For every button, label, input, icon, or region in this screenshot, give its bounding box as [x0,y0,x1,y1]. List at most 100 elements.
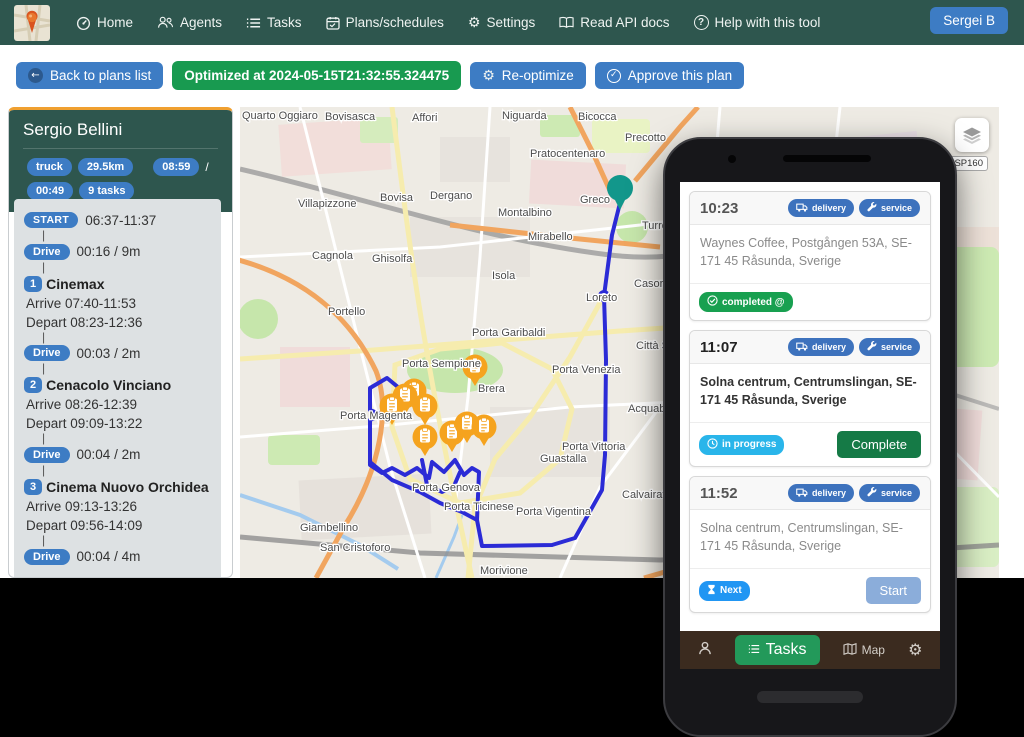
task-time: 10:23 [700,199,739,217]
map-place-label: Bicocca [578,111,617,123]
task-marker[interactable] [412,393,438,426]
calendar-icon [325,16,340,30]
map-layers-control[interactable] [955,118,989,152]
task-card[interactable]: 10:23 delivery service Waynes Coffee, Pos… [689,191,931,321]
approve-plan-button[interactable]: ✓ Approve this plan [594,62,745,89]
phone-bottom-nav: Tasks Map ⚙ [680,631,940,669]
stop-name: Cinemax [46,275,105,292]
task-marker[interactable] [379,393,405,426]
reoptimize-button[interactable]: ⚙ Re-optimize [470,62,586,89]
map-place-label: Calvairate [622,489,672,501]
plan-toolbar: ← Back to plans list Optimized at 2024-0… [16,61,745,90]
back-to-plans-button[interactable]: ← Back to plans list [16,62,164,89]
task-card-header: 10:23 delivery service [690,192,930,225]
task-status-badge: in progress [699,434,785,455]
map-place-label: Giambellino [300,522,358,534]
map-place-label: Turro [642,220,668,232]
depot-pin[interactable] [607,175,633,210]
wrench-icon [867,202,877,214]
timeline-connector: | [42,259,46,274]
task-marker[interactable] [462,354,488,387]
task-card[interactable]: 11:52 delivery service Solna centrum, Cen… [689,476,931,613]
approve-label: Approve this plan [627,68,733,83]
task-marker[interactable] [471,414,497,447]
user-button[interactable]: Sergei B [930,7,1008,34]
task-time: 11:52 [700,484,738,502]
phone-tab-tasks[interactable]: Tasks [734,635,820,665]
timeline[interactable]: START 06:37-11:37 | Drive 00:16 / 9m | 1 Cinema… [14,199,221,577]
map-place-label: Montalbino [498,207,552,219]
map-place-label: Ghisolfa [372,253,413,265]
timeline-stop[interactable]: 3 Cinema Nuovo Orchidea Arrive 09:13-13:26… [24,478,211,533]
task-type-badge: service [858,338,920,356]
task-card[interactable]: 11:07 delivery service Solna centrum, Cen… [689,330,931,467]
phone-cards: 10:23 delivery service Waynes Coffee, Pos… [680,182,940,631]
leg-time-text: 00:04 / 2m [76,447,141,463]
agent-header[interactable]: Sergio Bellini truck 29.5km 08:59 / 00:4… [9,110,232,212]
timeline-stop[interactable]: 2 Cenacolo Vinciano Arrive 08:26-12:39 Depa… [24,377,211,431]
duration-badge: 08:59 [153,158,200,176]
app-logo[interactable] [14,4,50,41]
stop-depart-time: Depart 09:09-13:22 [26,416,143,432]
stop-number-badge: 3 [24,478,43,495]
nav-item-api-docs[interactable]: Read API docs [559,15,670,30]
map-place-label: Loreto [586,292,617,304]
distance-badge: 29.5km [77,158,134,176]
leg-time-text: 00:16 / 9m [76,244,141,260]
complete-button[interactable]: Complete [837,431,921,458]
stop-arrive-time: Arrive 07:40-11:53 [26,295,137,311]
task-card-header: 11:07 delivery service [690,331,930,364]
stop-number-badge: 1 [24,275,43,292]
stop-number-badge: 2 [24,377,43,394]
timeline-leg: Drive 00:03 / 2m [24,345,211,362]
nav-item-agents[interactable]: Agents [157,15,222,30]
map-place-label: San Cristoforo [320,542,390,554]
truck-icon [796,342,808,353]
truck-icon [796,203,808,214]
task-marker[interactable] [412,424,438,457]
map-place-label: Morivione [480,565,528,577]
start-button[interactable]: Start [865,577,921,604]
map-place-label: Porta Sempione [402,358,481,370]
person-icon[interactable] [698,641,712,660]
gear-icon[interactable]: ⚙ [908,640,923,659]
nav-label: Agents [180,15,223,30]
map-place-label: Portello [328,306,365,318]
question-icon: ? [693,15,709,30]
map-place-label: Pratocentenaro [530,148,605,160]
nav-item-settings[interactable]: ⚙ Settings [468,15,535,30]
task-card-footer: Next Start [690,568,930,612]
phone-tab-map-label: Map [861,643,885,657]
map-place-label: Porta Ticinese [444,501,514,513]
task-address: Solna centrum, Centrumslingan, SE-171 45… [700,375,917,408]
task-badges: delivery service [787,484,920,502]
top-navbar: Home Agents Tasks Plans/schedules ⚙ Sett… [0,0,1024,45]
nav-item-tasks[interactable]: Tasks [246,15,302,30]
task-type-badge: service [858,484,920,502]
stop-depart-time: Depart 09:56-14:09 [26,517,143,533]
map-place-label: Mirabello [528,231,573,243]
stop-name: Cinema Nuovo Orchidea [46,478,209,495]
task-address: Waynes Coffee, Postgången 53A, SE-171 45… [700,236,912,269]
map-place-label: Brera [478,383,506,395]
check-icon [707,295,718,309]
phone-tab-map[interactable]: Map [843,642,885,658]
timeline-leg: START 06:37-11:37 [24,212,211,228]
nav-label: Plans/schedules [345,15,444,30]
layers-icon [962,127,982,144]
timeline-stop[interactable]: 1 Cinemax Arrive 07:40-11:53 Depart 08:23-1… [24,275,211,330]
map-place-label: Bovisa [380,192,414,204]
agent-badges: truck 29.5km 08:59 / 00:49 9 tasks [23,158,218,200]
nav-label: Read API docs [580,15,670,30]
nav-item-help[interactable]: ? Help with this tool [693,15,821,30]
gear-icon: ⚙ [482,67,495,84]
map-place-label: Greco [580,194,610,206]
map-icon [843,642,857,658]
task-type-badge: service [858,199,920,217]
nav-label: Help with this tool [714,15,821,30]
timeline-connector: | [42,462,46,477]
nav-item-home[interactable]: Home [76,15,133,30]
map-place-label: Porta Venezia [552,364,621,376]
task-card-footer: completed @ [690,283,930,320]
nav-item-plans[interactable]: Plans/schedules [325,15,444,30]
